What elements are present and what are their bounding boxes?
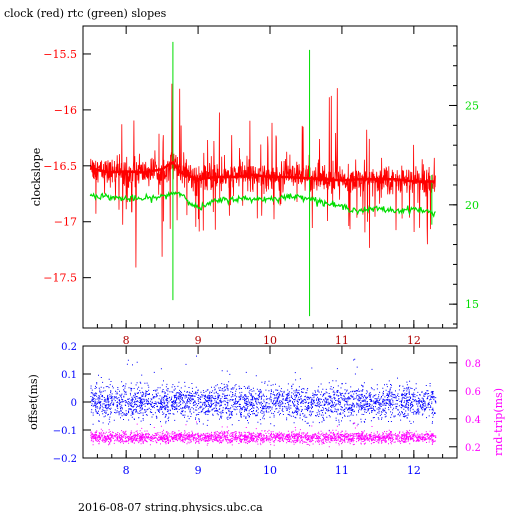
top-y-tick-label: −16.5 [43,160,77,173]
top-y-tick-label: −15.5 [43,48,77,61]
top-plot-area [89,41,436,317]
roundtrip-scatter-points [90,421,437,448]
chart-title: clock (red) rtc (green) slopes [4,7,167,20]
bottom-x-tick-label: 9 [195,464,202,477]
bottom-panel: 8 9 10 11 12 0.2 0.1 0 −0.1 −0.2 0.2 0.4 0.6 0.8 offs… [27,342,505,477]
top-x-tick-label: 10 [263,334,277,347]
bottom-x-tick-label: 11 [335,464,349,477]
bottom-y-axis-label: offset(ms) [27,374,40,430]
bottom-y2-tick-label: 0.6 [465,387,481,398]
bottom-y-tick-label: −0.2 [53,454,77,465]
top-x-tick-label: 8 [123,334,130,347]
bottom-x-tick-label: 12 [407,464,421,477]
top-y-tick-label: −16 [54,104,77,117]
top-y-tick-label: −17.5 [43,272,77,285]
footer-text: 2016-08-07 string.physics.ubc.ca [78,501,263,512]
top-y-axis-label: clockslope [30,148,43,206]
top-y2-tick-label: 20 [465,199,479,212]
rtc-series-line [89,191,436,218]
top-y-tick-label: −17 [54,216,77,229]
top-y2-tick-label: 25 [465,99,479,112]
bottom-y2-tick-label: 0.4 [465,415,481,426]
bottom-y-tick-label: 0 [71,398,77,409]
bottom-y-tick-label: 0.2 [61,342,77,353]
bottom-x-tick-label: 8 [123,464,130,477]
bottom-plot-area [90,355,437,448]
bottom-y2-axis-label: rnd-trip(ms) [492,388,505,456]
offset-scatter-points [90,355,437,431]
top-panel: 8 9 10 11 12 −15.5 −16 −16.5 −17 −17.5 15 20 25 cloc… [30,25,479,347]
top-y2-tick-label: 15 [465,298,479,311]
clock-trend-line [89,160,436,183]
clock-series-line [89,83,436,268]
bottom-y-tick-label: −0.1 [53,426,77,437]
bottom-ticks: 8 9 10 11 12 0.2 0.1 0 −0.1 −0.2 0.2 0.4 0.6 0.8 [53,342,481,477]
bottom-y2-tick-label: 0.8 [465,359,481,370]
top-ticks: 8 9 10 11 12 −15.5 −16 −16.5 −17 −17.5 15 20 25 [43,26,479,347]
top-x-tick-label: 12 [407,334,421,347]
top-x-tick-label: 9 [195,334,202,347]
bottom-y-tick-label: 0.1 [61,370,77,381]
bottom-y2-tick-label: 0.2 [465,443,481,454]
top-x-tick-label: 11 [335,334,349,347]
bottom-x-tick-label: 10 [263,464,277,477]
